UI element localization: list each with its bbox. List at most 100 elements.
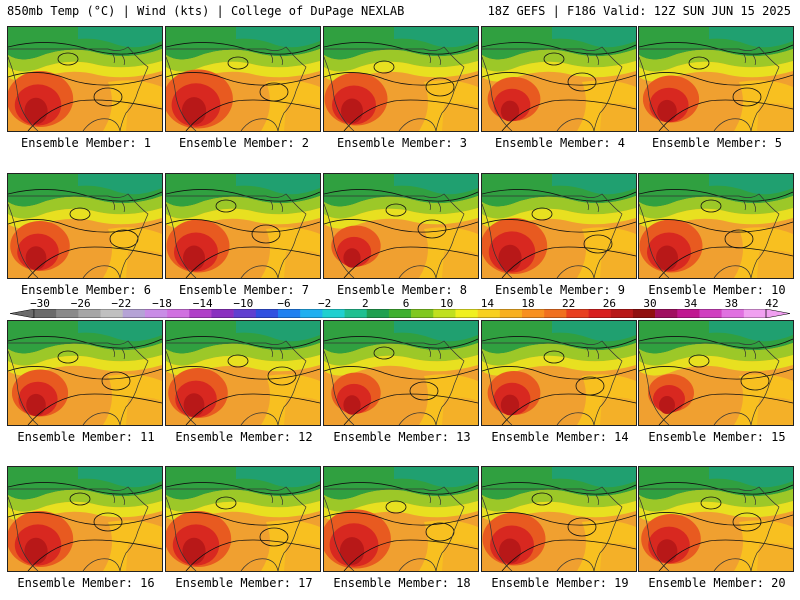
color-scale-segment <box>544 309 567 318</box>
color-scale-segment <box>699 309 722 318</box>
color-scale-tick-label: −14 <box>192 297 213 310</box>
color-scale-segment <box>522 309 545 318</box>
color-scale-tick-label: 38 <box>724 297 738 310</box>
color-scale-tick-label: 30 <box>643 297 657 310</box>
temperature-map <box>638 173 794 279</box>
model-valid-time: 18Z GEFS | F186 Valid: 12Z SUN JUN 15 20… <box>487 4 791 18</box>
ensemble-member-label: Ensemble Member: 3 <box>336 136 468 150</box>
temperature-map <box>323 466 479 572</box>
ensemble-member-label: Ensemble Member: 11 <box>17 430 155 444</box>
ensemble-member-label: Ensemble Member: 6 <box>20 283 152 297</box>
temperature-map <box>7 173 163 279</box>
color-scale-tick-label: 26 <box>602 297 616 310</box>
color-scale-segment <box>56 309 79 318</box>
temperature-map <box>638 320 794 426</box>
temperature-map <box>7 26 163 132</box>
color-scale-segment <box>211 309 234 318</box>
temperature-map <box>638 466 794 572</box>
color-scale-segment <box>411 309 434 318</box>
color-scale-segment <box>366 309 390 318</box>
color-scale-segment <box>677 309 700 318</box>
color-scale-segment <box>34 309 57 318</box>
color-scale-tick-label: 42 <box>765 297 779 310</box>
ensemble-member-label: Ensemble Member: 17 <box>175 576 313 590</box>
color-scale-tick-label: −22 <box>111 297 132 310</box>
color-scale-segment <box>477 309 501 318</box>
ensemble-member-label: Ensemble Member: 8 <box>336 283 468 297</box>
temperature-map <box>165 173 321 279</box>
ensemble-member-label: Ensemble Member: 20 <box>648 576 786 590</box>
color-scale-tick-label: −2 <box>318 297 332 310</box>
temperature-map <box>481 26 637 132</box>
color-scale-segment <box>455 309 478 318</box>
color-scale-segment <box>388 309 412 318</box>
temperature-map <box>323 173 479 279</box>
color-scale-segment <box>233 309 257 318</box>
color-scale-tick-label: 34 <box>684 297 698 310</box>
ensemble-member-label: Ensemble Member: 12 <box>175 430 313 444</box>
color-scale-segment <box>167 309 190 318</box>
temperature-map <box>323 26 479 132</box>
color-scale-tick-label: −26 <box>70 297 91 310</box>
color-scale-segment <box>344 309 368 318</box>
color-scale-segment <box>655 309 678 318</box>
temperature-map <box>165 26 321 132</box>
color-scale-segment <box>189 309 212 318</box>
temperature-map <box>7 466 163 572</box>
ensemble-member-label: Ensemble Member: 15 <box>648 430 786 444</box>
color-scale-segment <box>632 309 656 318</box>
color-scale-tick-label: 14 <box>480 297 494 310</box>
color-scale-outline <box>33 309 767 318</box>
color-scale-segment <box>588 309 612 318</box>
color-scale-tick-label: −10 <box>233 297 254 310</box>
ensemble-member-label: Ensemble Member: 7 <box>178 283 310 297</box>
color-scale-segment <box>278 309 301 318</box>
color-scale-left-arrow <box>10 309 35 318</box>
color-scale-right-arrow <box>765 309 790 318</box>
ensemble-member-label: Ensemble Member: 9 <box>494 283 626 297</box>
ensemble-member-label: Ensemble Member: 5 <box>651 136 783 150</box>
color-scale-tick-label: −30 <box>30 297 50 310</box>
ensemble-member-label: Ensemble Member: 19 <box>491 576 629 590</box>
color-scale-segment <box>100 309 124 318</box>
color-scale-segment <box>743 309 767 318</box>
color-scale-labels: −30 −26 −22 −18 −14 −10 −6 −2 2 6 10 14 18 22 26 30 34 38… <box>10 297 790 310</box>
color-scale-segment <box>300 309 323 318</box>
color-scale-segment <box>322 309 345 318</box>
ensemble-member-label: Ensemble Member: 14 <box>491 430 629 444</box>
ensemble-member-label: Ensemble Member: 13 <box>333 430 471 444</box>
chart-title: 850mb Temp (°C) | Wind (kts) | College o… <box>7 4 405 18</box>
ensemble-member-label: Ensemble Member: 18 <box>333 576 471 590</box>
temperature-map <box>165 466 321 572</box>
color-scale-segment <box>499 309 523 318</box>
color-scale-tick-label: 10 <box>440 297 454 310</box>
temperature-map <box>323 320 479 426</box>
temperature-color-scale: −30 −26 −22 −18 −14 −10 −6 −2 2 6 10 14 18 22 26 30 34 38… <box>10 297 790 321</box>
ensemble-member-label: Ensemble Member: 10 <box>648 283 786 297</box>
temperature-map <box>481 320 637 426</box>
temperature-map <box>7 320 163 426</box>
ensemble-member-label: Ensemble Member: 16 <box>17 576 155 590</box>
temperature-map <box>481 466 637 572</box>
color-scale-segment <box>610 309 634 318</box>
color-scale-tick-label: 2 <box>362 297 369 310</box>
color-scale-tick-label: −18 <box>152 297 172 310</box>
color-scale-segment <box>144 309 168 318</box>
temperature-map <box>481 173 637 279</box>
temperature-map <box>165 320 321 426</box>
color-scale-bar <box>10 309 790 318</box>
temperature-map <box>638 26 794 132</box>
color-scale-segment <box>566 309 589 318</box>
color-scale-segment <box>78 309 101 318</box>
color-scale-tick-label: 6 <box>402 297 410 310</box>
ensemble-member-label: Ensemble Member: 2 <box>178 136 310 150</box>
color-scale-segment <box>433 309 456 318</box>
color-scale-tick-label: 18 <box>521 297 535 310</box>
color-scale-segment <box>721 309 745 318</box>
color-scale-tick-label: −6 <box>277 297 291 310</box>
ensemble-member-label: Ensemble Member: 4 <box>494 136 626 150</box>
color-scale-segment <box>122 309 146 318</box>
ensemble-member-label: Ensemble Member: 1 <box>20 136 152 150</box>
color-scale-tick-label: 22 <box>562 297 576 310</box>
